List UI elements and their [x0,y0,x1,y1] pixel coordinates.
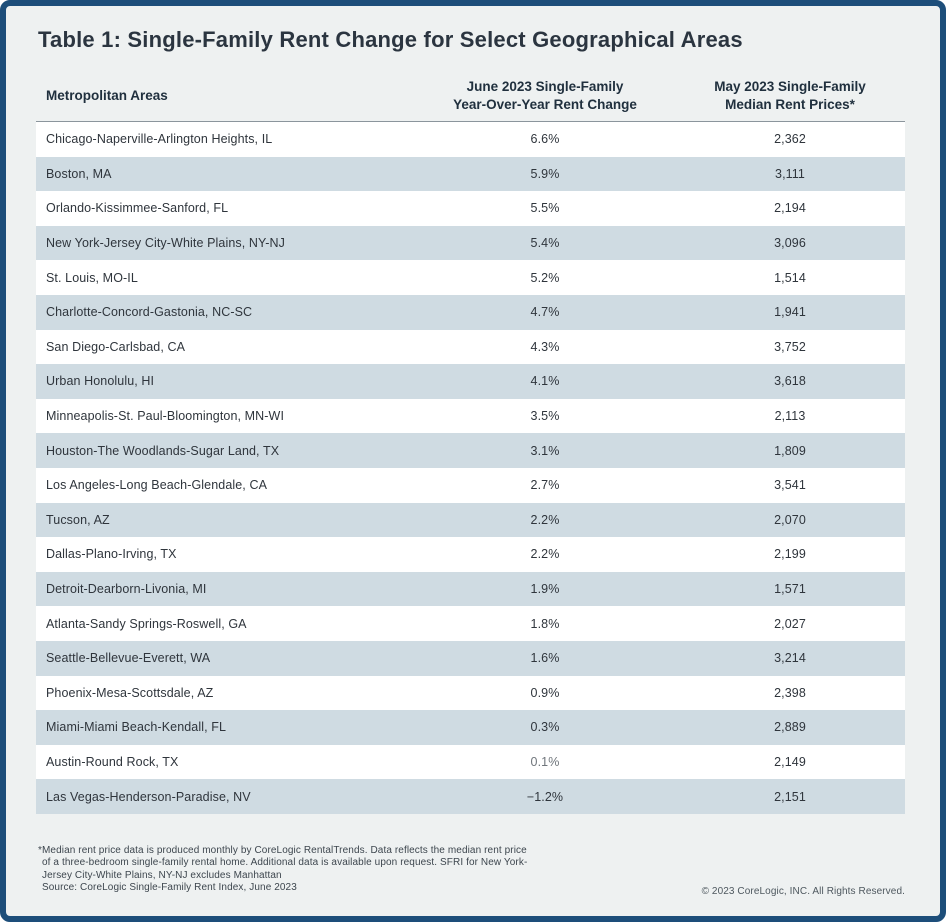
median-rent-cell: 2,362 [774,132,806,147]
table-body: Chicago-Naperville-Arlington Heights, IL… [36,122,905,814]
yoy-rent-change-cell: 5.4% [530,236,560,251]
rent-change-table: Metropolitan Areas June 2023 Single-Fami… [36,76,905,814]
metro-area-cell: Urban Honolulu, HI [46,374,155,389]
yoy-rent-change-cell: 2.2% [530,547,560,562]
median-rent-cell: 3,752 [774,339,806,354]
yoy-rent-change-cell: 1.9% [530,582,560,597]
median-rent-cell: 1,809 [774,443,806,458]
median-rent-cell: 1,941 [774,305,806,320]
metro-area-cell: Orlando-Kissimmee-Sanford, FL [46,201,229,216]
table-row: Tucson, AZ 2.2% 2,070 [36,502,905,538]
metro-area-cell: Houston-The Woodlands-Sugar Land, TX [46,443,280,458]
yoy-rent-change-cell: 4.7% [530,305,560,320]
median-rent-cell: 3,618 [774,374,806,389]
column-header-metropolitan-areas: Metropolitan Areas [46,87,168,103]
footnote-line: Source: CoreLogic Single-Family Rent Ind… [42,882,297,894]
median-rent-cell: 3,214 [774,651,806,666]
median-rent-cell: 3,541 [774,478,806,493]
median-rent-cell: 2,199 [774,547,806,562]
table-row: St. Louis, MO-IL 5.2% 1,514 [36,260,905,295]
yoy-rent-change-cell: 3.5% [530,409,560,424]
median-rent-cell: 2,194 [774,201,806,216]
table-row: San Diego-Carlsbad, CA 4.3% 3,752 [36,329,905,365]
table-row: Atlanta-Sandy Springs-Roswell, GA 1.8% 2,0… [36,606,905,641]
metro-area-cell: Boston, MA [46,166,112,181]
table-row: Urban Honolulu, HI 4.1% 3,618 [36,364,905,399]
table-row: Phoenix-Mesa-Scottsdale, AZ 0.9% 2,398 [36,675,905,711]
footnote: *Median rent price data is produced mont… [38,845,527,895]
metro-area-cell: Minneapolis-St. Paul-Bloomington, MN-WI [46,409,285,424]
table-row: Detroit-Dearborn-Livonia, MI 1.9% 1,571 [36,571,905,607]
table-row: Las Vegas-Henderson-Paradise, NV −1.2% 2,1… [36,779,905,814]
yoy-rent-change-cell: 4.3% [530,339,560,354]
metro-area-cell: Dallas-Plano-Irving, TX [46,547,177,562]
table-row: Boston, MA 5.9% 3,111 [36,156,905,192]
table-row: Orlando-Kissimmee-Sanford, FL 5.5% 2,194 [36,191,905,226]
metro-area-cell: Phoenix-Mesa-Scottsdale, AZ [46,685,214,700]
metro-area-cell: Tucson, AZ [46,512,110,527]
yoy-rent-change-cell: 0.3% [530,720,560,735]
metro-area-cell: Miami-Miami Beach-Kendall, FL [46,720,227,735]
table-row: Miami-Miami Beach-Kendall, FL 0.3% 2,889 [36,710,905,745]
metro-area-cell: Seattle-Bellevue-Everett, WA [46,651,211,666]
table-row: Houston-The Woodlands-Sugar Land, TX 3.1%… [36,433,905,468]
yoy-rent-change-cell: 5.2% [530,270,560,285]
metro-area-cell: Las Vegas-Henderson-Paradise, NV [46,789,251,804]
metro-area-cell: Chicago-Naperville-Arlington Heights, IL [46,132,273,147]
table-header-row: Metropolitan Areas June 2023 Single-Fami… [36,76,905,122]
median-rent-cell: 2,889 [774,720,806,735]
median-rent-cell: 3,111 [775,166,805,181]
table-row: Chicago-Naperville-Arlington Heights, IL… [36,122,905,157]
table-row: Los Angeles-Long Beach-Glendale, CA 2.7% 3… [36,467,905,503]
median-rent-cell: 2,070 [774,512,806,527]
yoy-rent-change-cell: 2.7% [530,478,560,493]
median-rent-cell: 2,149 [774,754,806,769]
footnote-line: Jersey City-White Plains, NY-NJ excludes… [42,869,282,881]
median-rent-cell: 1,571 [774,582,806,597]
table-row: Seattle-Bellevue-Everett, WA 1.6% 3,214 [36,640,905,676]
copyright-text: © 2023 CoreLogic, INC. All Rights Reserv… [701,886,905,897]
median-rent-cell: 2,398 [774,685,806,700]
column-header-yoy-rent-change: June 2023 Single-Family Year-Over-Year R… [453,78,637,112]
table-row: Austin-Round Rock, TX 0.1% 2,149 [36,744,905,780]
table-row: Minneapolis-St. Paul-Bloomington, MN-WI 3… [36,398,905,434]
metro-area-cell: Detroit-Dearborn-Livonia, MI [46,582,207,597]
median-rent-cell: 2,027 [774,616,806,631]
yoy-rent-change-cell: 0.1% [530,754,560,769]
median-rent-cell: 3,096 [774,236,806,251]
metro-area-cell: New York-Jersey City-White Plains, NY-NJ [46,236,286,251]
yoy-rent-change-cell: 0.9% [530,685,560,700]
metro-area-cell: Austin-Round Rock, TX [46,754,179,769]
page-title: Table 1: Single-Family Rent Change for S… [38,27,743,52]
median-rent-cell: 2,151 [774,789,806,804]
footnote-line: of a three-bedroom single-family rental … [42,857,528,869]
table-row: Charlotte-Concord-Gastonia, NC-SC 4.7% 1,9… [36,294,905,330]
yoy-rent-change-cell: 4.1% [530,374,560,389]
yoy-rent-change-cell: 3.1% [530,443,560,458]
footnote-line: *Median rent price data is produced mont… [38,845,527,856]
column-header-median-rent-prices: May 2023 Single-Family Median Rent Price… [714,78,866,112]
metro-area-cell: San Diego-Carlsbad, CA [46,339,186,354]
metro-area-cell: Los Angeles-Long Beach-Glendale, CA [46,478,268,493]
metro-area-cell: Charlotte-Concord-Gastonia, NC-SC [46,305,253,320]
yoy-rent-change-cell: 5.9% [530,166,560,181]
yoy-rent-change-cell: 2.2% [530,512,560,527]
yoy-rent-change-cell: 5.5% [530,201,560,216]
yoy-rent-change-cell: −1.2% [526,789,564,804]
metro-area-cell: Atlanta-Sandy Springs-Roswell, GA [46,616,247,631]
metro-area-cell: St. Louis, MO-IL [46,270,138,285]
yoy-rent-change-cell: 1.6% [530,651,560,666]
median-rent-cell: 1,514 [774,270,806,285]
table-row: New York-Jersey City-White Plains, NY-NJ… [36,225,905,261]
median-rent-cell: 2,113 [774,409,806,424]
yoy-rent-change-cell: 6.6% [530,132,560,147]
table-row: Dallas-Plano-Irving, TX 2.2% 2,199 [36,537,905,572]
yoy-rent-change-cell: 1.8% [530,616,560,631]
